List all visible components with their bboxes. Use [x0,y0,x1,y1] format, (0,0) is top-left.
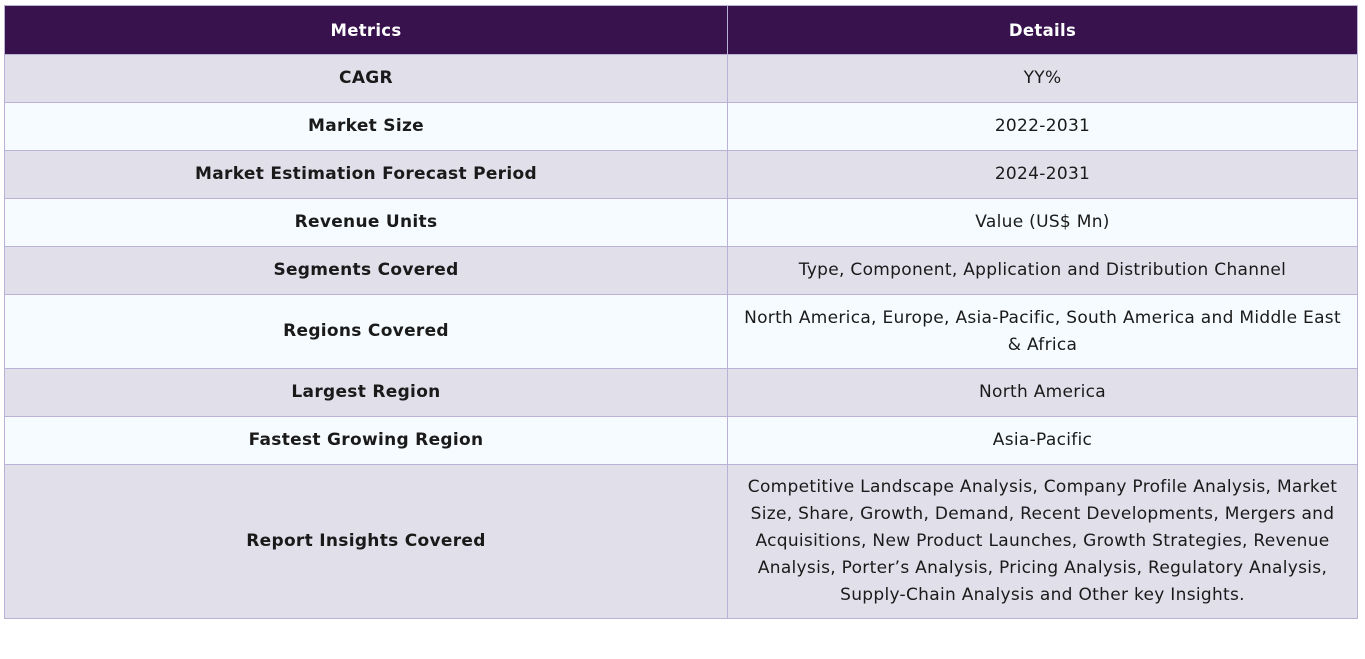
table-row-forecast-period: Market Estimation Forecast Period 2024-2… [4,150,1358,199]
table-row-cagr: CAGR YY% [4,54,1358,103]
details-column-header: Details [727,5,1358,55]
table-row-segments-covered: Segments Covered Type, Component, Applic… [4,246,1358,295]
metric-cell: Largest Region [4,368,728,417]
detail-cell: Asia-Pacific [727,416,1358,465]
metric-cell: Report Insights Covered [4,464,728,619]
metric-cell: CAGR [4,54,728,103]
detail-cell: 2022-2031 [727,102,1358,151]
metrics-column-header: Metrics [4,5,728,55]
metric-cell: Segments Covered [4,246,728,295]
table-header-row: Metrics Details [4,5,1358,55]
metric-cell: Market Estimation Forecast Period [4,150,728,199]
metric-cell: Fastest Growing Region [4,416,728,465]
table-row-market-size: Market Size 2022-2031 [4,102,1358,151]
detail-cell: North America [727,368,1358,417]
detail-cell: Type, Component, Application and Distrib… [727,246,1358,295]
detail-cell: North America, Europe, Asia-Pacific, Sou… [727,294,1358,369]
detail-cell: YY% [727,54,1358,103]
report-details-table: Metrics Details CAGR YY% Market Size 202… [4,5,1358,619]
detail-cell: 2024-2031 [727,150,1358,199]
table-row-regions-covered: Regions Covered North America, Europe, A… [4,294,1358,369]
detail-cell: Value (US$ Mn) [727,198,1358,247]
table-row-report-insights: Report Insights Covered Competitive Land… [4,464,1358,619]
metric-cell: Market Size [4,102,728,151]
table-row-revenue-units: Revenue Units Value (US$ Mn) [4,198,1358,247]
detail-cell: Competitive Landscape Analysis, Company … [727,464,1358,619]
table-row-largest-region: Largest Region North America [4,368,1358,417]
metric-cell: Regions Covered [4,294,728,369]
table-row-fastest-growing-region: Fastest Growing Region Asia-Pacific [4,416,1358,465]
metric-cell: Revenue Units [4,198,728,247]
